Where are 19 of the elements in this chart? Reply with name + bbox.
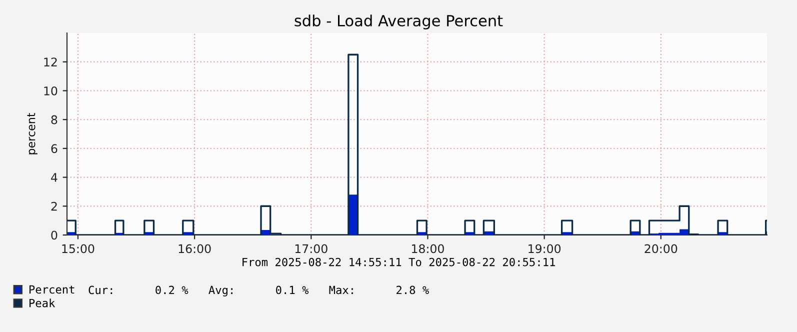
- y-tick-label: 12: [44, 58, 57, 66]
- y-tick-label: 6: [51, 144, 58, 154]
- y-tick-label: 0: [51, 230, 58, 240]
- x-tick-label: 16:00: [178, 244, 211, 254]
- x-tick-label: 20:00: [644, 244, 678, 254]
- legend-label: Percent: [30, 285, 74, 294]
- text: Cur: 0.2 % Avg: 0.1 % Max: 2.8 %: [88, 286, 429, 296]
- y-tick-label: 4: [51, 173, 58, 182]
- y-tick-label: 2: [51, 202, 57, 211]
- x-tick-label: 19:00: [528, 244, 561, 254]
- x-tick-label: 15:00: [62, 244, 94, 254]
- y-tick-label: 8: [51, 115, 58, 124]
- y-axis-title: percent: [27, 112, 38, 154]
- y-tick-label: 10: [44, 86, 58, 96]
- x-tick-label: 18:00: [412, 244, 444, 254]
- legend-label: Peak: [30, 298, 56, 308]
- x-tick-label: 17:00: [295, 244, 328, 254]
- text: From 2025-08-22 14:55:11 To 2025-08-22 20:55:11: [242, 258, 555, 266]
- chart-title: sdb - Load Average Percent: [294, 14, 503, 30]
